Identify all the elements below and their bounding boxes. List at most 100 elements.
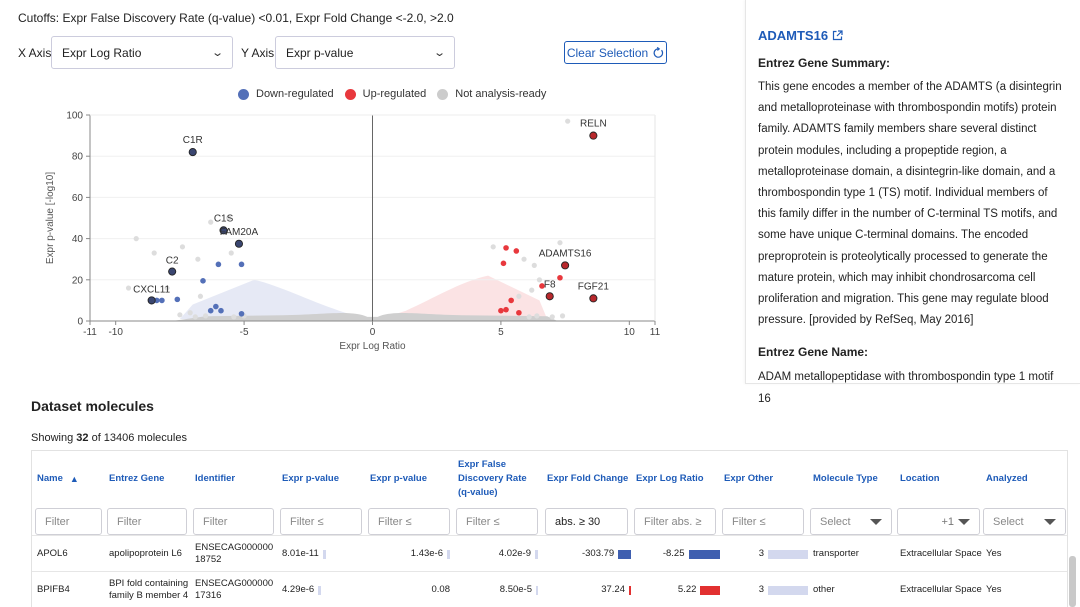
data-point-na[interactable]	[164, 285, 170, 291]
filter-p-value-1[interactable]: Filter ≤	[280, 508, 362, 535]
data-point-na[interactable]	[195, 256, 201, 262]
data-point-na[interactable]	[534, 313, 540, 319]
header-analyzed[interactable]: Analyzed	[986, 451, 1066, 507]
header-expr-p-value-1[interactable]: Expr p-value	[282, 451, 366, 507]
header-identifier[interactable]: Identifier	[195, 451, 279, 507]
table-scrollbar[interactable]	[1069, 556, 1076, 607]
filter-molecule-type[interactable]: Select	[810, 508, 892, 535]
data-point-down[interactable]	[213, 303, 219, 310]
p-value-bar	[322, 549, 326, 559]
data-point-na[interactable]	[231, 314, 237, 320]
data-point-na[interactable]	[192, 314, 198, 320]
data-point-na[interactable]	[125, 285, 132, 291]
data-point-down[interactable]	[200, 278, 206, 284]
header-name[interactable]: Name ▲	[37, 451, 107, 507]
header-molecule-type[interactable]: Molecule Type	[813, 451, 897, 507]
data-point-down[interactable]	[238, 261, 245, 268]
data-point-na[interactable]	[531, 262, 537, 268]
filter-placeholder: Filter	[117, 515, 142, 528]
x-axis-select[interactable]: Expr Log Ratio ⌄	[51, 36, 233, 69]
data-point-na[interactable]	[133, 236, 139, 242]
data-point-up[interactable]	[503, 306, 509, 313]
data-point-up[interactable]	[503, 245, 509, 251]
data-point-na[interactable]	[529, 287, 535, 293]
y-axis-select[interactable]: Expr p-value ⌄	[275, 36, 455, 69]
cell-fdr: 8.50e-5	[458, 572, 542, 607]
point-label-fgf21: FGF21	[578, 281, 610, 292]
cell-entrez-gene: apolipoprotein L6	[109, 548, 182, 559]
filter-p-value-2[interactable]: Filter ≤	[368, 508, 450, 535]
data-point-na[interactable]	[179, 244, 186, 250]
data-point-na[interactable]	[490, 244, 496, 250]
table-row[interactable]: BPIFB4 BPI fold containing family B memb…	[32, 571, 1067, 607]
filter-analyzed[interactable]: Select	[983, 508, 1066, 535]
filter-location[interactable]: +1	[897, 508, 980, 535]
filter-log-ratio[interactable]: Filter abs. ≥	[634, 508, 716, 535]
filter-name[interactable]: Filter	[35, 508, 102, 535]
table-row[interactable]: APOL6 apolipoprotein L6 ENSECAG000000 18…	[32, 535, 1067, 571]
data-point-c2[interactable]	[168, 267, 177, 276]
data-point-up[interactable]	[508, 297, 514, 304]
data-point-na[interactable]	[516, 293, 522, 299]
filter-placeholder: Filter ≤	[466, 515, 500, 528]
data-point-up[interactable]	[516, 309, 522, 316]
header-expr-fold-change[interactable]: Expr Fold Change	[547, 451, 631, 507]
data-point-c1r[interactable]	[188, 148, 197, 157]
header-expr-p-value-2[interactable]: Expr p-value	[370, 451, 454, 507]
data-point-down[interactable]	[218, 307, 224, 314]
data-point-na[interactable]	[526, 314, 532, 320]
data-point-na[interactable]	[549, 314, 555, 320]
data-point-na[interactable]	[202, 313, 209, 319]
data-point-f8[interactable]	[545, 292, 554, 301]
data-point-down[interactable]	[238, 310, 245, 317]
clear-selection-button[interactable]: Clear Selection	[564, 41, 667, 64]
data-point-up[interactable]	[557, 274, 563, 281]
summary-heading: Entrez Gene Summary:	[758, 56, 891, 70]
data-point-fam20a[interactable]	[234, 239, 244, 248]
data-point-up[interactable]	[513, 248, 520, 254]
data-point-na[interactable]	[151, 250, 157, 256]
data-point-na[interactable]	[187, 310, 193, 316]
filter-identifier[interactable]: Filter	[193, 508, 274, 535]
data-point-fgf21[interactable]	[589, 294, 598, 303]
header-location[interactable]: Location	[900, 451, 984, 507]
data-point-na[interactable]	[536, 277, 543, 283]
header-label: Identifier	[195, 473, 236, 484]
data-point-up[interactable]	[539, 283, 545, 289]
data-point-na[interactable]	[226, 215, 232, 221]
data-point-na[interactable]	[565, 118, 571, 124]
log-ratio-text: 5.22	[677, 584, 697, 595]
header-entrez-gene[interactable]: Entrez Gene	[109, 451, 193, 507]
data-point-down[interactable]	[174, 296, 181, 303]
data-point-up[interactable]	[500, 260, 507, 267]
data-point-down[interactable]	[215, 261, 222, 268]
volcano-plot[interactable]: 0 20 40 60 80 100 -11 -10 -5 0 5 10 11 Expr Log Ratio…	[0, 100, 700, 360]
legend-item-up[interactable]: Up-regulated	[344, 88, 426, 100]
filter-expr-other[interactable]: Filter ≤	[722, 508, 804, 535]
header-expr-log-ratio[interactable]: Expr Log Ratio	[636, 451, 720, 507]
data-point-na[interactable]	[228, 250, 234, 256]
filter-fold-change[interactable]: abs. ≥ 30	[545, 508, 628, 535]
data-point-na[interactable]	[197, 293, 204, 299]
legend-item-na[interactable]: Not analysis-ready	[437, 88, 546, 100]
filter-fdr[interactable]: Filter ≤	[456, 508, 538, 535]
header-expr-other[interactable]: Expr Other	[724, 451, 808, 507]
header-expr-fdr[interactable]: Expr False Discovery Rate (q-value)	[458, 451, 540, 507]
data-point-adamts16[interactable]	[561, 261, 570, 270]
data-point-na[interactable]	[559, 313, 566, 319]
data-point-na[interactable]	[177, 312, 183, 318]
cell-analyzed: Yes	[986, 584, 1002, 595]
data-point-down[interactable]	[159, 297, 165, 304]
data-point-na[interactable]	[208, 219, 214, 225]
cell-fold-change: -303.79	[547, 536, 631, 572]
data-point-cxcl11[interactable]	[147, 296, 156, 305]
data-point-na[interactable]	[521, 256, 527, 262]
data-point-c1s[interactable]	[219, 226, 228, 235]
legend-item-down[interactable]: Down-regulated	[238, 88, 334, 100]
filter-entrez-gene[interactable]: Filter	[107, 508, 187, 535]
data-point-up[interactable]	[498, 307, 504, 314]
data-point-down[interactable]	[207, 307, 214, 314]
gene-title-link[interactable]: ADAMTS16	[758, 28, 1068, 43]
data-point-reln[interactable]	[589, 131, 598, 140]
data-point-na[interactable]	[557, 240, 563, 246]
